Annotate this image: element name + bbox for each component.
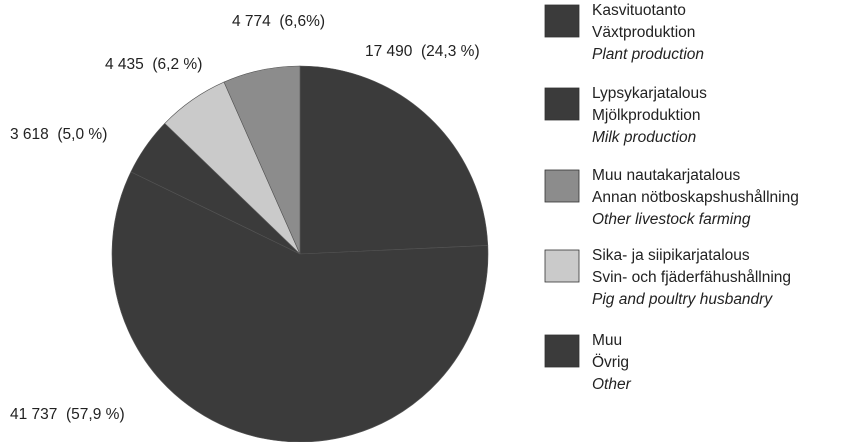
legend-label: Pig and poultry husbandry (592, 291, 773, 308)
legend-swatch (544, 87, 580, 121)
legend-label: Other livestock farming (592, 211, 751, 228)
legend-label: Kasvituotanto (592, 2, 686, 19)
legend-swatch (544, 249, 580, 283)
legend-label: Svin- och fjäderfähushållning (592, 269, 791, 286)
slice-label: 3 618 (5,0 %) (10, 126, 107, 143)
legend-label: Övrig (592, 353, 629, 371)
slice-label: 4 435 (6,2 %) (105, 56, 202, 73)
legend-label: Plant production (592, 46, 704, 63)
slice-label: 17 490 (24,3 %) (365, 43, 480, 60)
legend-label: Muu nautakarjatalous (592, 167, 740, 184)
pie-slice (111, 171, 489, 442)
legend-label: Sika- ja siipikarjatalous (592, 247, 750, 264)
slice-label: 4 774 (6,6%) (232, 13, 325, 30)
legend-swatch (544, 169, 580, 203)
legend-label: Lypsykarjatalous (592, 85, 707, 102)
legend-label: Växtproduktion (592, 24, 695, 41)
legend-swatch (544, 334, 580, 368)
legend-label: Muu (592, 332, 622, 349)
legend-label: Other (592, 376, 632, 393)
pie-slice (223, 65, 301, 255)
legend-label: Milk production (592, 129, 696, 146)
legend-label: Mjölkproduktion (592, 107, 701, 124)
legend-swatch (544, 4, 580, 38)
legend-label: Annan nötboskapshushållning (592, 189, 799, 206)
slice-label: 41 737 (57,9 %) (10, 406, 125, 423)
pie-slice (299, 65, 489, 255)
